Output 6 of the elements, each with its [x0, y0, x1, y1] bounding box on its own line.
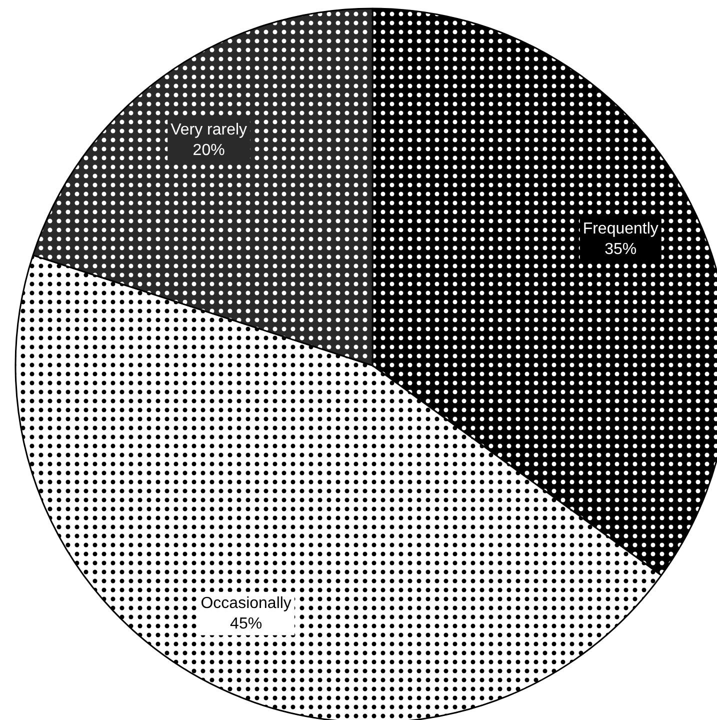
data-label: 20%	[192, 142, 225, 159]
slice-label: Very rarely	[170, 122, 248, 139]
data-label: 45%	[230, 615, 262, 632]
data-label: 35%	[604, 240, 637, 258]
slice-label: Frequently	[582, 220, 658, 238]
slice-label: Occasionally	[200, 594, 292, 612]
